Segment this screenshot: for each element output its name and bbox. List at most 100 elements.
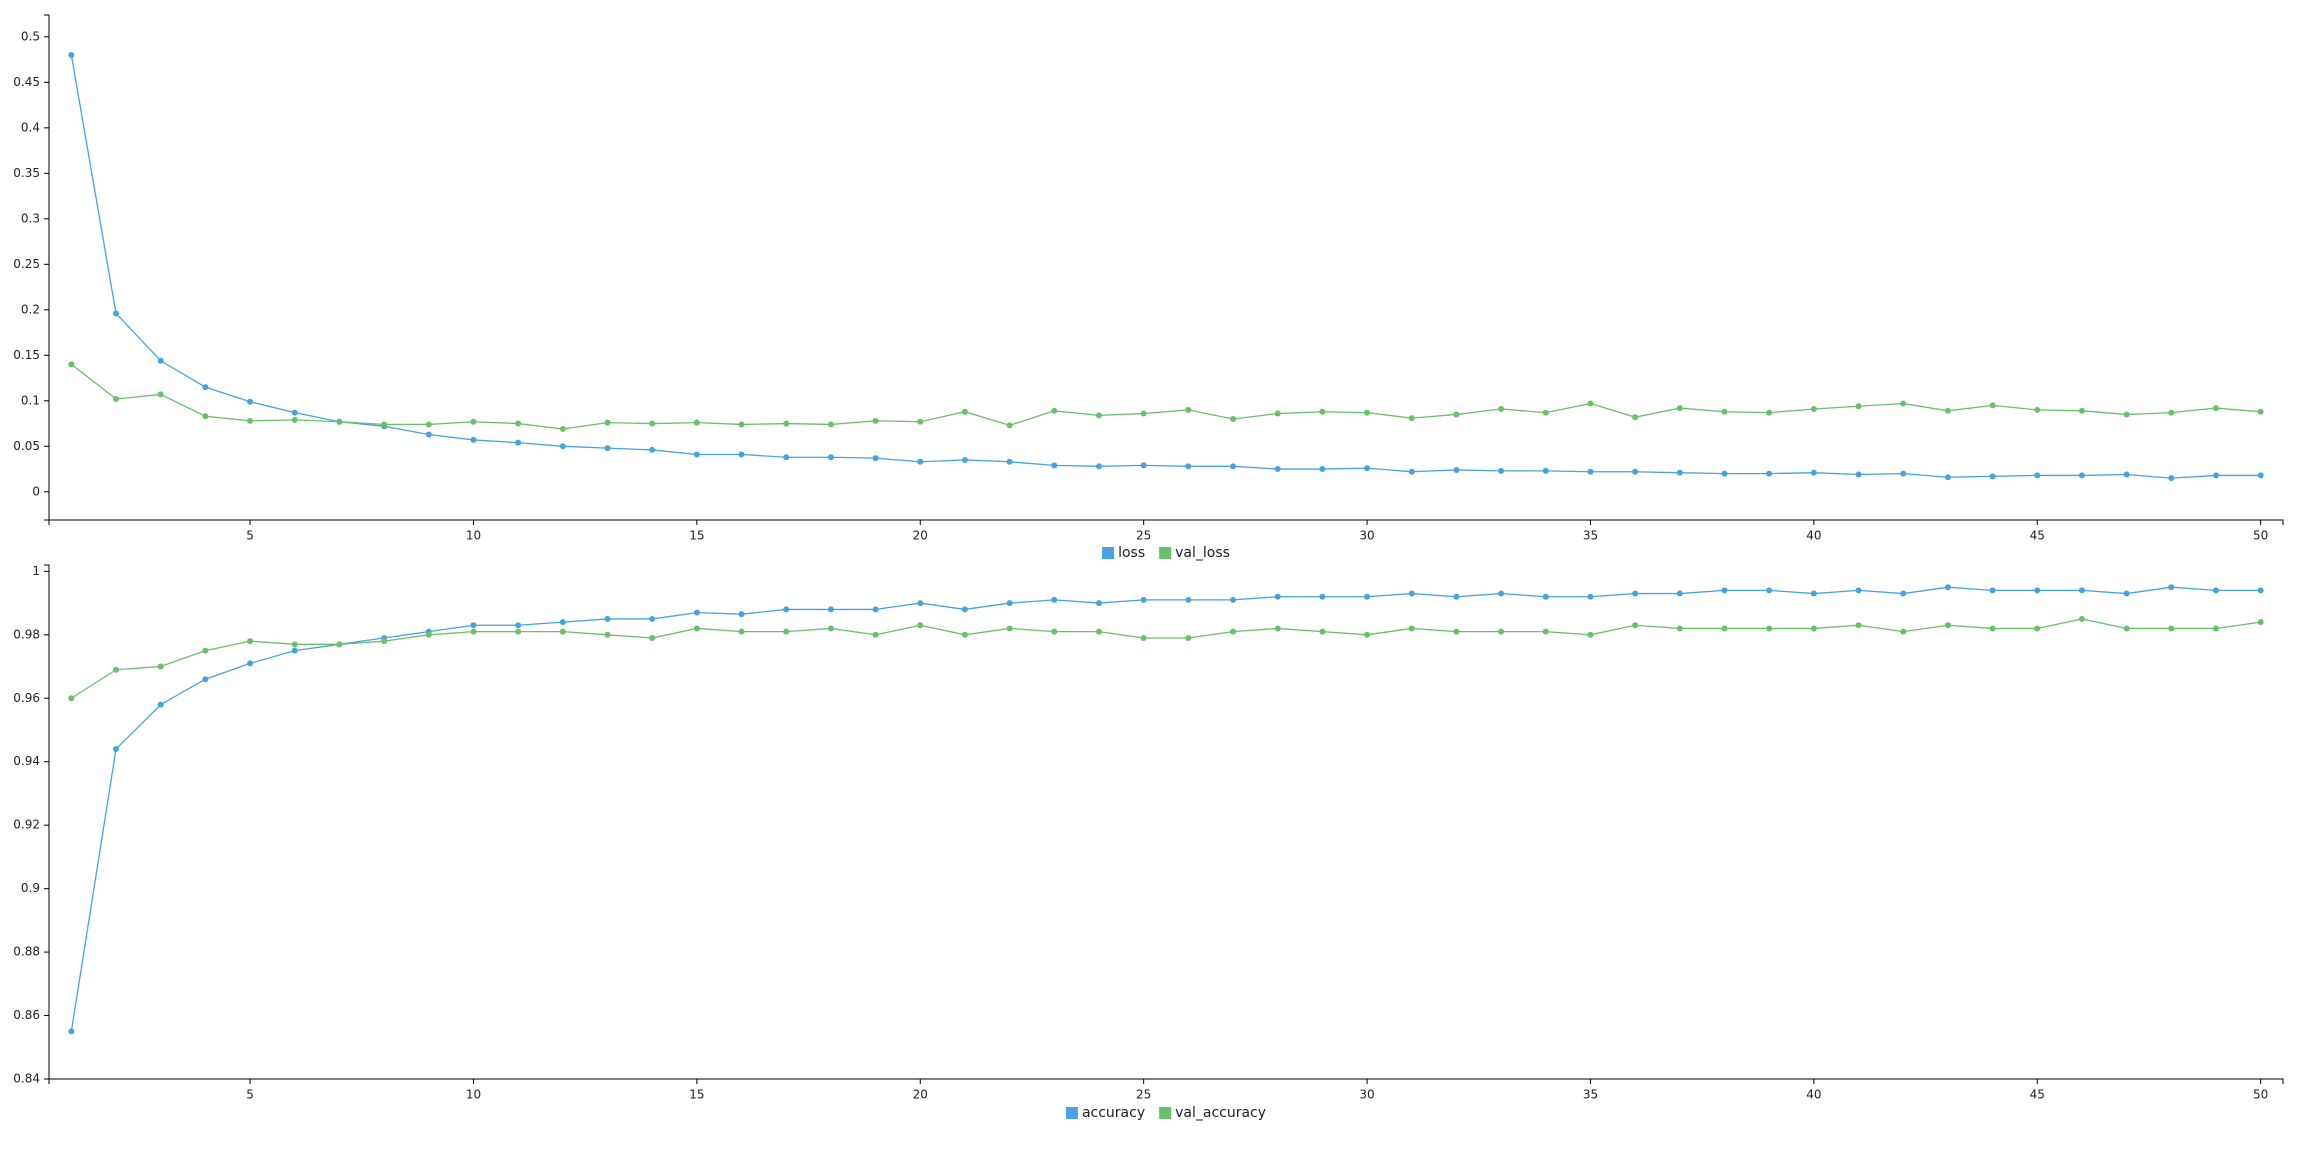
data-point [1721,625,1728,632]
data-point [1095,600,1102,607]
data-point [1989,402,1996,409]
data-point [2123,625,2130,632]
data-point [202,647,209,654]
data-point [2257,587,2264,594]
data-point [1006,458,1013,465]
data-point [1364,593,1371,600]
legend: accuracy val_accuracy [1065,1105,1266,1121]
legend: loss val_loss [1102,545,1230,561]
data-point [1855,471,1862,478]
data-point [1185,406,1192,413]
data-point [68,361,75,368]
y-tick-label: 0.3 [21,211,40,225]
data-point [1587,400,1594,407]
data-point [1587,468,1594,475]
x-tick-label: 25 [1136,529,1151,543]
data-point [291,409,298,416]
data-point [1810,469,1817,476]
data-point [381,638,388,645]
data-point [1900,628,1907,635]
x-tick-label: 20 [913,529,928,543]
data-point [1676,625,1683,632]
data-point [2168,625,2175,632]
y-axis [44,14,50,521]
data-point [1498,628,1505,635]
x-tick-label: 5 [246,1088,254,1102]
data-point [1855,403,1862,410]
data-point [1810,405,1817,412]
data-point [872,631,879,638]
data-point [1364,631,1371,638]
x-tick-label: 50 [2253,1088,2268,1102]
data-point [425,631,432,638]
data-point [1319,466,1326,473]
data-point [1766,409,1773,416]
data-point [1676,469,1683,476]
data-point [1453,411,1460,418]
data-point [515,439,522,446]
data-point [113,666,120,673]
data-point [2034,625,2041,632]
data-point [827,625,834,632]
data-point [1230,463,1237,470]
legend-swatch [1065,1107,1078,1119]
data-point [738,628,745,635]
data-point [1900,400,1907,407]
series-line [70,363,2261,430]
data-point [515,420,522,427]
data-point [559,443,566,450]
data-point [1632,590,1639,597]
data-point [1274,410,1281,417]
data-point [1900,590,1907,597]
data-point [961,408,968,415]
data-point [1408,415,1415,422]
data-point [2257,408,2264,415]
data-point [1498,467,1505,474]
data-point [291,416,298,423]
data-point [693,419,700,426]
data-point [604,419,611,426]
data-point [470,622,477,629]
data-point [1989,473,1996,480]
data-point [247,638,254,645]
data-point [1274,466,1281,473]
y-tick-label: 0.15 [13,348,40,362]
data-point [1944,622,1951,629]
data-point [1051,628,1058,635]
data-point [1274,593,1281,600]
data-point [1006,625,1013,632]
data-point [1721,587,1728,594]
data-point [2257,619,2264,626]
data-point [872,455,879,462]
data-point [1319,628,1326,635]
data-point [1364,465,1371,472]
x-tick-label: 30 [1359,529,1374,543]
data-point [2034,406,2041,413]
data-point [2257,472,2264,479]
data-point [783,606,790,613]
data-point [1319,593,1326,600]
data-point [1006,600,1013,607]
data-point [2168,475,2175,482]
data-point [113,746,120,753]
x-axis [48,1078,2284,1084]
data-point [1230,596,1237,603]
data-point [157,663,164,670]
data-point [1944,474,1951,481]
data-point [1274,625,1281,632]
y-tick-label: 0.9 [21,881,40,895]
data-point [917,622,924,629]
y-tick-label: 0.88 [13,945,40,959]
y-tick-label: 0.4 [21,120,40,134]
x-tick-label: 35 [1583,529,1598,543]
data-point [783,420,790,427]
data-point [1185,634,1192,641]
x-tick-label: 25 [1136,1088,1151,1102]
data-point [247,417,254,424]
data-point [559,619,566,626]
data-point [1095,412,1102,419]
data-point [693,451,700,458]
data-point [515,628,522,635]
